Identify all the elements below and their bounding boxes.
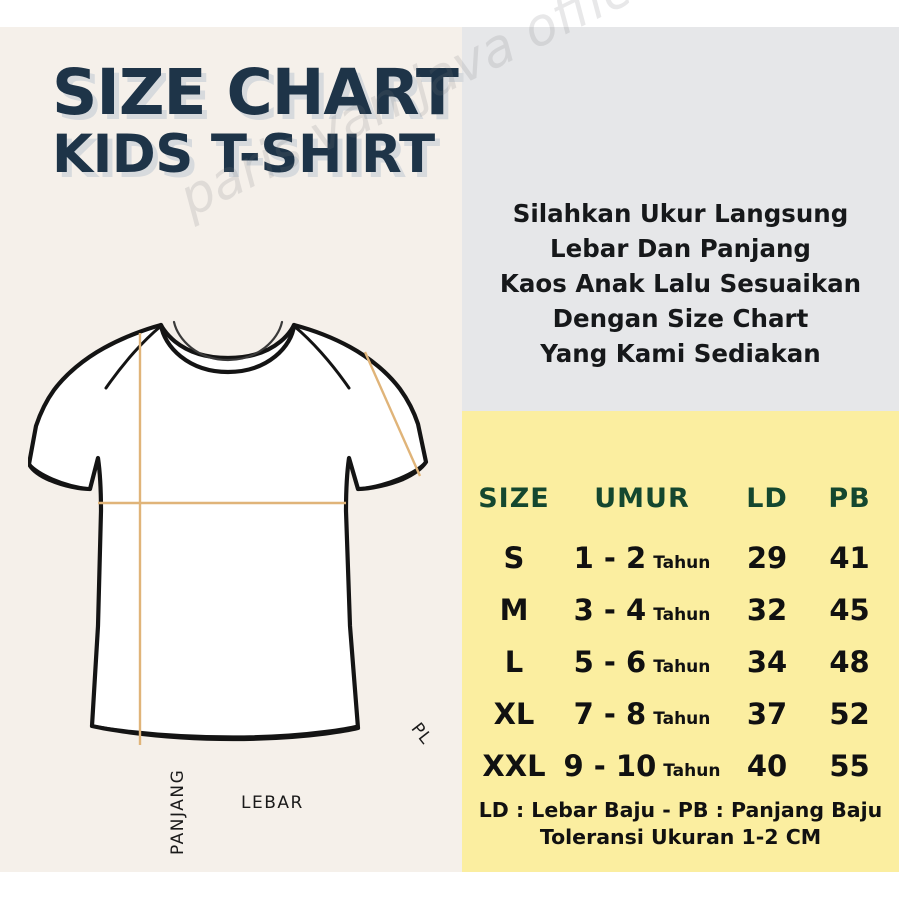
- cell-ld: 40: [746, 749, 788, 783]
- cell-umur: 1 - 2 Tahun: [558, 532, 726, 584]
- table-header-row: SIZE UMUR LD PB: [470, 483, 891, 532]
- header-size: SIZE: [478, 483, 550, 514]
- instruction-line-5: Yang Kami Sediakan: [540, 339, 821, 369]
- cell-pb: 41: [829, 541, 870, 575]
- umur-unit: Tahun: [663, 761, 721, 781]
- cell-umur: 3 - 4 Tahun: [558, 584, 726, 636]
- title-line-kids-tshirt: KIDS T-SHIRT: [52, 123, 435, 185]
- instruction-line-2: Lebar Dan Panjang: [550, 234, 811, 264]
- instruction-line-4: Dengan Size Chart: [552, 304, 809, 334]
- cell-size: M: [499, 593, 529, 627]
- gray-instruction-panel: [462, 27, 899, 411]
- cell-size: L: [504, 645, 524, 679]
- table-footer-note: LD : Lebar Baju - PB : Panjang Baju Tole…: [462, 797, 899, 850]
- umur-unit: Tahun: [653, 605, 711, 625]
- tshirt-illustration: [28, 320, 429, 745]
- umur-range: 9 - 10: [563, 749, 657, 783]
- cell-size: XL: [493, 697, 535, 731]
- cell-ld: 37: [746, 697, 788, 731]
- header-ld: LD: [746, 483, 788, 514]
- header-pb: PB: [828, 483, 871, 514]
- umur-range: 1 - 2: [573, 541, 647, 575]
- title-line-size-chart: SIZE CHART: [52, 56, 459, 129]
- label-panjang: PANJANG: [168, 761, 188, 862]
- tshirt-diagram: LEBAR PANJANG PL: [28, 296, 448, 862]
- table-row: XXL 9 - 10 Tahun 40 55: [470, 740, 891, 792]
- umur-unit: Tahun: [653, 553, 711, 573]
- cell-umur: 7 - 8 Tahun: [558, 688, 726, 740]
- umur-unit: Tahun: [653, 709, 711, 729]
- cell-ld: 32: [746, 593, 788, 627]
- umur-range: 3 - 4: [573, 593, 647, 627]
- cell-umur: 9 - 10 Tahun: [558, 740, 726, 792]
- table-row: XL 7 - 8 Tahun 37 52: [470, 688, 891, 740]
- table-row: S 1 - 2 Tahun 29 41: [470, 532, 891, 584]
- cell-size: S: [503, 541, 525, 575]
- cell-umur: 5 - 6 Tahun: [558, 636, 726, 688]
- yellow-table-panel: [462, 411, 899, 872]
- cell-pb: 45: [829, 593, 870, 627]
- label-lebar: LEBAR: [234, 793, 311, 813]
- instruction-line-1: Silahkan Ukur Langsung: [512, 199, 849, 228]
- umur-range: 5 - 6: [573, 645, 647, 679]
- header-umur: UMUR: [594, 483, 690, 514]
- size-table: SIZE UMUR LD PB S 1 - 2 Tahun 29 41 M: [470, 483, 891, 792]
- cell-size: XXL: [482, 749, 546, 783]
- umur-unit: Tahun: [653, 657, 711, 677]
- instruction-text-block: Silahkan Ukur Langsung Lebar Dan Panjang…: [462, 196, 899, 371]
- cell-ld: 34: [746, 645, 788, 679]
- instruction-line-3: Kaos Anak Lalu Sesuaikan: [499, 269, 862, 299]
- cell-pb: 48: [829, 645, 870, 679]
- measurement-guides: [98, 333, 422, 745]
- footer-line-abbreviations: LD : Lebar Baju - PB : Panjang Baju: [478, 798, 883, 822]
- cell-pb: 52: [829, 697, 870, 731]
- umur-range: 7 - 8: [573, 697, 647, 731]
- footer-line-tolerance: Toleransi Ukuran 1-2 CM: [539, 824, 822, 849]
- cell-pb: 55: [829, 749, 870, 783]
- table-row: L 5 - 6 Tahun 34 48: [470, 636, 891, 688]
- size-table-container: SIZE UMUR LD PB S 1 - 2 Tahun 29 41 M: [462, 411, 899, 872]
- table-row: M 3 - 4 Tahun 32 45: [470, 584, 891, 636]
- page-title: SIZE CHART KIDS T-SHIRT: [52, 56, 459, 185]
- cell-ld: 29: [746, 541, 788, 575]
